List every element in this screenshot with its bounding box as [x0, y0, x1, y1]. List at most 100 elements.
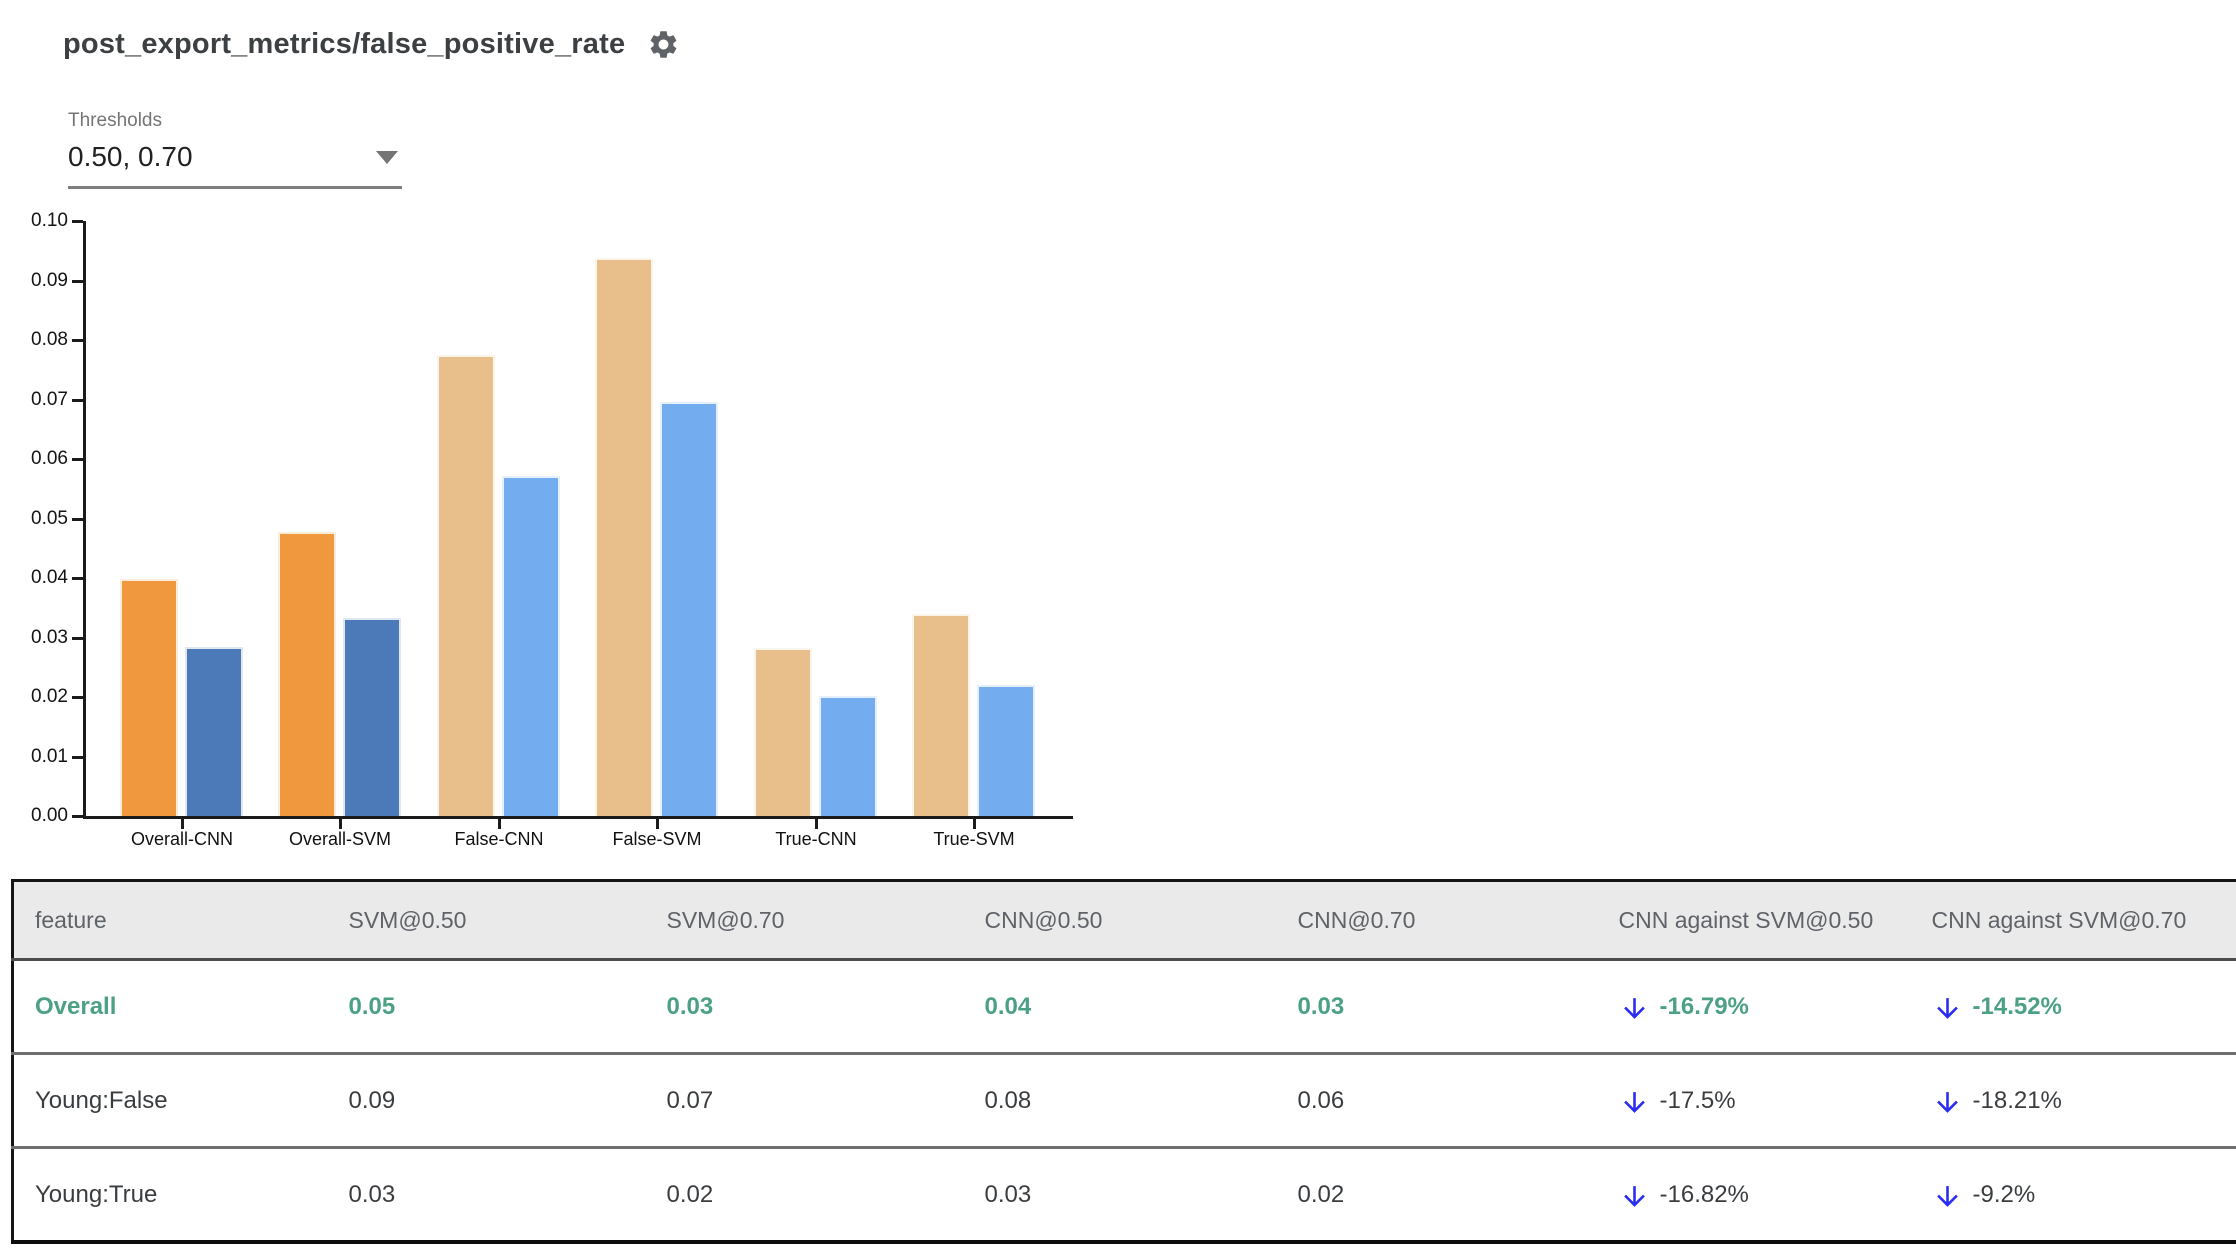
metric-value-cell: 0.03: [666, 992, 714, 1020]
thresholds-value: 0.50, 0.70: [68, 141, 193, 172]
y-axis-tick-mark: [72, 398, 83, 402]
chart-bar[interactable]: [754, 648, 812, 816]
column-header: SVM@0.50: [327, 880, 646, 961]
arrow-down-icon: [1623, 998, 1645, 1019]
y-axis-tick-label: 0.06: [31, 448, 68, 469]
delta-percent-label: -18.21%: [1972, 1086, 2062, 1114]
x-axis-category-label: True-CNN: [775, 829, 857, 849]
chart-bar[interactable]: [185, 647, 243, 816]
y-axis-tick-mark: [72, 636, 83, 640]
delta-percent-label: -14.52%: [1972, 992, 2062, 1020]
metric-value-cell: 0.09: [348, 1086, 396, 1114]
y-axis-tick-label: 0.01: [31, 745, 68, 767]
x-axis-category-label: False-SVM: [612, 829, 702, 849]
column-header: CNN@0.70: [1276, 880, 1598, 961]
y-axis-tick-mark: [72, 815, 83, 818]
y-axis-tick-mark: [72, 577, 83, 580]
delta-indicator: -16.82%: [1619, 1177, 1911, 1212]
x-axis-category-label: False-CNN: [454, 829, 544, 849]
metric-value-cell: 0.04: [984, 992, 1032, 1020]
table-header: feature SVM@0.50 SVM@0.70 CNN@0.50 CNN@0.70 C…: [12, 880, 2236, 961]
y-axis-tick-mark: [72, 517, 83, 521]
y-axis-tick-mark: [72, 696, 83, 699]
y-axis-line: [83, 221, 86, 819]
chart-bar[interactable]: [819, 695, 877, 816]
arrow-down-icon: [1623, 1186, 1645, 1207]
y-axis-tick-label: 0.10: [31, 210, 68, 231]
table-header-row: feature SVM@0.50 SVM@0.70 CNN@0.50 CNN@0.70 C…: [12, 880, 2236, 961]
delta-indicator: -14.52%: [1932, 989, 2236, 1024]
y-axis-tick-mark: [72, 279, 83, 283]
metrics-table: feature SVM@0.50 SVM@0.70 CNN@0.50 CNN@0.70 C…: [11, 879, 2236, 1244]
delta-indicator: -16.79%: [1619, 989, 1911, 1024]
thresholds-select[interactable]: Thresholds 0.50, 0.70: [68, 110, 402, 189]
chart-bar[interactable]: [912, 614, 970, 816]
chart-bar[interactable]: [343, 618, 401, 816]
column-header: CNN against SVM@0.50: [1597, 880, 1911, 961]
x-axis-tick-mark: [498, 819, 501, 829]
chart-bar[interactable]: [278, 532, 336, 816]
delta-percent-label: -17.5%: [1659, 1086, 1736, 1114]
delta-cell: -18.21%: [1911, 1054, 2236, 1148]
metric-value-cell: 0.08: [984, 1086, 1032, 1114]
delta-percent-label: -16.82%: [1659, 1180, 1749, 1208]
table-body: Overall 0.05 0.03 0.04 0.03 -16.79% -14.52% You…: [12, 960, 2236, 1243]
feature-cell: Overall: [35, 992, 117, 1020]
arrow-down-icon: [1936, 1092, 1958, 1113]
metric-value-cell: 0.02: [666, 1180, 714, 1208]
false-positive-rate-bar-chart: 0.00 0.01 0.02 0.03 0.04 0.05 0.06 0.07 0.08 0.09…: [31, 210, 1073, 849]
arrow-down-icon: [1623, 1092, 1645, 1113]
column-header: feature: [12, 880, 328, 961]
thresholds-label: Thresholds: [68, 110, 162, 131]
delta-cell: -16.79%: [1598, 960, 1911, 1054]
chevron-down-icon: [376, 150, 398, 164]
column-header: CNN@0.50: [963, 880, 1277, 961]
metric-value-cell: 0.05: [348, 992, 396, 1020]
y-axis-tick-label: 0.08: [31, 329, 68, 350]
delta-cell: -14.52%: [1911, 960, 2236, 1054]
chart-bar[interactable]: [502, 476, 560, 816]
column-header: CNN against SVM@0.70: [1910, 880, 2236, 961]
title-row: post_export_metrics/false_positive_rate: [63, 28, 680, 61]
settings-gear-icon[interactable]: [647, 28, 680, 61]
delta-percent-label: -16.79%: [1659, 992, 1749, 1020]
x-axis-category-label: Overall-CNN: [130, 829, 233, 849]
y-axis-tick-label: 0.03: [31, 626, 68, 648]
arrow-down-icon: [1936, 1186, 1958, 1207]
chart-bar[interactable]: [977, 684, 1035, 816]
delta-cell: -17.5%: [1598, 1054, 1911, 1148]
y-axis-tick-label: 0.05: [31, 507, 68, 529]
chart-bar[interactable]: [660, 401, 718, 816]
thresholds-value-row[interactable]: 0.50, 0.70: [68, 141, 402, 189]
table-row: Young:True 0.03 0.02 0.03 0.02 -16.82% -9.2%: [13, 1148, 2236, 1243]
metric-value-cell: 0.06: [1297, 1086, 1345, 1114]
page-title: post_export_metrics/false_positive_rate: [63, 28, 626, 60]
x-axis-tick-mark: [181, 819, 184, 829]
chart-bar[interactable]: [595, 258, 653, 816]
x-axis-tick-mark: [656, 819, 659, 829]
delta-percent-label: -9.2%: [1972, 1180, 2036, 1208]
y-axis-tick-label: 0.04: [31, 567, 68, 588]
feature-cell: Young:False: [35, 1086, 168, 1114]
metric-value-cell: 0.03: [984, 1180, 1032, 1208]
y-axis-tick-label: 0.07: [31, 388, 68, 410]
metric-value-cell: 0.03: [1297, 992, 1345, 1020]
y-axis-tick-label: 0.09: [31, 269, 68, 291]
x-axis-category-label: Overall-SVM: [288, 829, 391, 849]
column-header: SVM@0.70: [645, 880, 964, 961]
metric-value-cell: 0.07: [666, 1086, 714, 1114]
x-axis-tick-mark: [973, 819, 976, 829]
y-axis-tick-label: 0.00: [31, 805, 68, 826]
x-axis-line: [83, 816, 1073, 819]
metric-value-cell: 0.02: [1297, 1180, 1345, 1208]
x-axis-tick-mark: [815, 819, 818, 829]
feature-cell: Young:True: [35, 1180, 158, 1208]
chart-bar[interactable]: [120, 579, 178, 816]
arrow-down-icon: [1936, 998, 1958, 1019]
delta-indicator: -9.2%: [1932, 1177, 2236, 1212]
table-row: Young:False 0.09 0.07 0.08 0.06 -17.5% -18.21%: [12, 1054, 2236, 1148]
chart-bar[interactable]: [437, 354, 495, 816]
y-axis-tick-mark: [72, 458, 83, 461]
y-axis-tick-label: 0.02: [31, 686, 68, 707]
